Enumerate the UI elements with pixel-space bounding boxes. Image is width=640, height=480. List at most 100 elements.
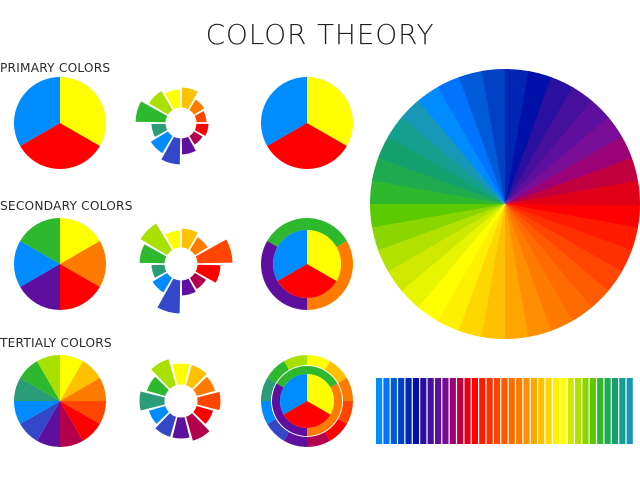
color-bar-stripe bbox=[575, 378, 582, 444]
color-bar-stripe bbox=[589, 378, 596, 444]
tertiary-pie-slice bbox=[60, 355, 83, 401]
large-wheel-slice bbox=[436, 204, 505, 331]
large-wheel-slice bbox=[505, 204, 573, 332]
tertiary-donut-segment bbox=[171, 362, 191, 387]
color-bar-stripe bbox=[604, 378, 611, 444]
color-bar-stripe bbox=[597, 378, 604, 444]
tertiary-pie-slice bbox=[37, 401, 60, 447]
tertiary-outer-ring-segment bbox=[267, 419, 289, 441]
primary-pie-repeat-slice bbox=[307, 77, 353, 146]
large-wheel-slice bbox=[503, 204, 529, 339]
primary-donut-segment bbox=[188, 130, 204, 146]
color-bar-stripe bbox=[501, 378, 508, 444]
tertiary-pie-slice bbox=[60, 401, 106, 424]
color-bar-stripe bbox=[449, 378, 456, 444]
large-wheel-slice bbox=[400, 204, 505, 308]
tertiary-outer-ring-segment bbox=[267, 361, 289, 383]
primary-pie-slice bbox=[60, 77, 106, 146]
secondary-donut-segment bbox=[180, 277, 198, 297]
tertiary-donut-segment bbox=[147, 404, 171, 426]
tertiary-outer-ring-segment bbox=[261, 378, 276, 401]
secondary-pie-slice bbox=[60, 218, 100, 264]
large-wheel-slice bbox=[505, 136, 633, 204]
tertiary-middle-ring-segment bbox=[272, 383, 307, 436]
tertiary-outer-ring-segment bbox=[261, 401, 276, 424]
large-wheel-slice bbox=[437, 76, 505, 204]
large-wheel-slice bbox=[505, 204, 609, 309]
color-bar-stripe bbox=[376, 378, 383, 444]
tertiary-pie-slice bbox=[14, 401, 60, 424]
tertiary-donut-segment bbox=[191, 404, 215, 426]
tertiary-middle-ring-segment bbox=[276, 366, 338, 388]
large-wheel-slice bbox=[505, 204, 592, 322]
primary-pie-repeat-slice bbox=[261, 77, 307, 146]
tertiary-pie-slice bbox=[60, 361, 100, 401]
tertiary-donut-segment bbox=[153, 411, 178, 439]
color-bar-stripe bbox=[560, 378, 567, 444]
secondary-donut-segment bbox=[138, 242, 168, 265]
primary-donut-segment bbox=[149, 130, 174, 155]
color-bar-stripe bbox=[626, 378, 633, 444]
large-wheel-slice bbox=[387, 204, 505, 291]
secondary-inner-pie-slice bbox=[307, 230, 341, 281]
tertiary-inner-pie-slice bbox=[307, 374, 334, 415]
secondary-pie-slice bbox=[20, 218, 60, 264]
large-wheel-slice bbox=[457, 204, 505, 337]
secondary-donut-segment bbox=[150, 263, 168, 280]
tertiary-outer-ring-segment bbox=[284, 355, 307, 370]
primary-donut-segment bbox=[180, 86, 200, 111]
color-bar-stripe bbox=[390, 378, 397, 444]
tertiary-pie-slice bbox=[20, 401, 60, 441]
color-bar-stripe bbox=[493, 378, 501, 444]
color-bar-stripe bbox=[552, 378, 560, 444]
tertiary-pie-slice bbox=[60, 378, 106, 401]
color-bar-stripe bbox=[508, 378, 515, 444]
large-wheel-slice bbox=[388, 116, 505, 204]
color-bar-stripe bbox=[486, 378, 493, 444]
tertiary-donut-segment bbox=[171, 415, 191, 440]
color-bar-stripe bbox=[427, 378, 434, 444]
large-wheel-slice bbox=[418, 86, 505, 204]
color-bar-stripe bbox=[398, 378, 405, 444]
tertiary-donut-segment bbox=[184, 411, 211, 442]
tertiary-outer-ring-segment bbox=[307, 355, 330, 370]
tertiary-outer-ring-segment bbox=[338, 401, 353, 424]
large-wheel-slice bbox=[372, 156, 505, 204]
color-bar-stripe bbox=[383, 378, 390, 444]
secondary-donut-segment bbox=[180, 227, 200, 251]
secondary-outer-ring-segment bbox=[267, 218, 347, 247]
large-wheel-slice bbox=[377, 204, 505, 272]
tertiary-middle-ring-segment bbox=[307, 383, 342, 436]
tertiary-donut-segment bbox=[184, 363, 209, 391]
tertiary-donut-segment bbox=[195, 390, 222, 412]
secondary-donut-segment bbox=[151, 271, 174, 294]
tertiary-donut-segment bbox=[191, 375, 217, 398]
tertiary-outer-ring-segment bbox=[325, 419, 347, 441]
primary-donut-segment bbox=[193, 109, 208, 124]
tertiary-pie-slice bbox=[20, 361, 60, 401]
large-wheel-slice bbox=[505, 204, 632, 273]
secondary-pie-slice bbox=[20, 264, 60, 310]
color-bar-stripe bbox=[567, 378, 574, 444]
large-wheel-slice bbox=[505, 100, 610, 204]
large-wheel-slice bbox=[378, 135, 505, 204]
primary-pie-slice bbox=[20, 123, 100, 169]
secondary-outer-ring-segment bbox=[261, 241, 307, 310]
tertiary-pie-slice bbox=[37, 355, 60, 401]
tertiary-pie-slice bbox=[60, 401, 100, 441]
primary-donut-segment bbox=[147, 89, 174, 116]
page-title: COLOR THEORY bbox=[205, 18, 435, 51]
primary-donut-segment bbox=[163, 88, 182, 111]
color-bar-stripe bbox=[538, 378, 545, 444]
tertiary-pie-slice bbox=[60, 401, 83, 447]
secondary-pie-slice bbox=[60, 241, 106, 287]
secondary-donut-segment bbox=[194, 238, 234, 265]
large-wheel-slice bbox=[371, 204, 505, 251]
primary-pie-slice bbox=[14, 77, 61, 146]
secondary-pie-slice bbox=[60, 264, 100, 310]
primary-donut-segment bbox=[159, 135, 182, 166]
primary-donut-segment bbox=[188, 98, 206, 116]
large-wheel-slice bbox=[505, 204, 622, 292]
color-bar-stripe bbox=[545, 378, 552, 444]
